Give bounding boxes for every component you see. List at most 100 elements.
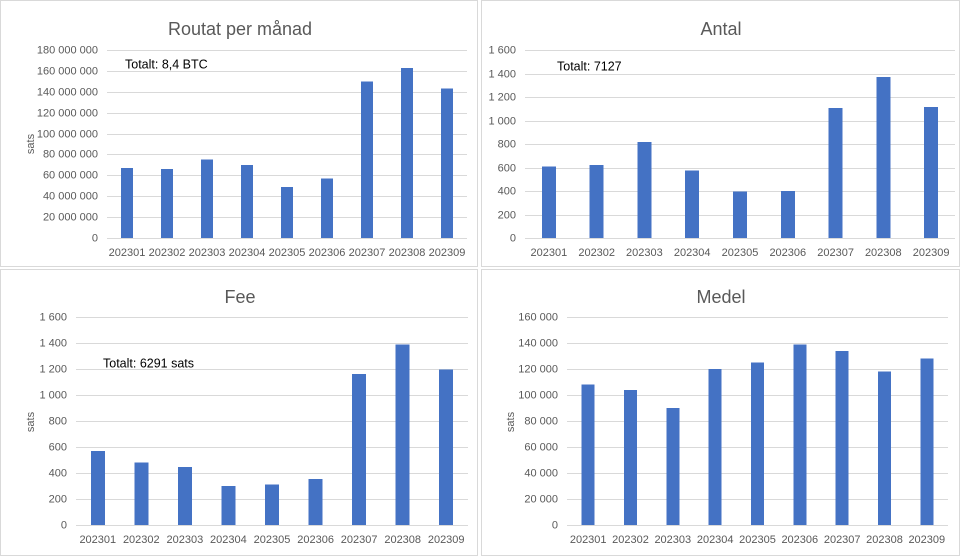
bar <box>751 362 764 525</box>
y-tick-label: 180 000 000 <box>37 44 98 56</box>
bar <box>161 169 173 238</box>
x-tick-label: 202309 <box>908 534 945 546</box>
x-tick-label: 202301 <box>531 247 568 259</box>
y-tick-label: 1 200 <box>39 363 67 375</box>
y-tick-label: 800 <box>498 138 516 150</box>
bar <box>121 168 133 238</box>
bar <box>835 350 849 525</box>
bar <box>90 450 105 525</box>
y-tick-label: 400 <box>49 467 67 479</box>
x-tick-label: 202302 <box>578 247 615 259</box>
bar <box>624 389 637 525</box>
x-tick-label: 202305 <box>739 534 776 546</box>
bar <box>361 81 373 238</box>
bar <box>281 186 293 238</box>
y-tick-label: 1 000 <box>488 115 516 127</box>
bar <box>685 170 700 238</box>
bar <box>177 467 192 525</box>
bar <box>395 344 410 525</box>
y-tick-label: 1 200 <box>488 91 516 103</box>
y-tick-label: 80 000 <box>524 415 558 427</box>
y-tick-label: 0 <box>61 519 67 531</box>
total-annotation: Totalt: 6291 sats <box>103 356 194 370</box>
bar <box>308 478 323 525</box>
bar <box>134 462 149 525</box>
bar <box>265 484 279 525</box>
x-tick-label: 202305 <box>722 247 759 259</box>
bar <box>241 164 253 238</box>
bar <box>666 408 680 525</box>
x-tick-label: 202304 <box>674 247 711 259</box>
chart-antal: Antal 0 200 400 600 800 1 000 1 200 1 400 1 600 20… <box>488 19 955 259</box>
x-tick-label: 202306 <box>297 534 334 546</box>
chart-panel-antal: Antal 0 200 400 600 800 1 000 1 200 1 400 1 600 20… <box>481 0 960 267</box>
chart-panel-fee: Fee 0 200 400 600 800 1 000 1 200 1 400 1 600 2023… <box>0 269 478 556</box>
bar <box>441 88 453 238</box>
y-tick-label: 1 600 <box>488 44 516 56</box>
bar <box>221 486 236 525</box>
x-tick-label: 202305 <box>269 247 306 259</box>
chart-title: Fee <box>224 287 255 307</box>
bar <box>878 371 891 525</box>
y-tick-label: 600 <box>498 162 516 174</box>
bar <box>733 191 747 238</box>
x-tick-label: 202303 <box>167 534 204 546</box>
x-tick-label: 202308 <box>389 247 426 259</box>
y-tick-label: 800 <box>49 415 67 427</box>
y-tick-label: 400 <box>498 185 516 197</box>
bar <box>924 107 939 238</box>
bar <box>780 191 795 238</box>
chart-title: Routat per månad <box>168 19 312 39</box>
x-tick-label: 202301 <box>570 534 607 546</box>
y-axis-label: sats <box>25 133 37 154</box>
bar <box>876 77 891 238</box>
total-annotation: Totalt: 7127 <box>557 59 622 73</box>
y-tick-label: 1 400 <box>488 68 516 80</box>
bar <box>637 142 652 238</box>
y-tick-label: 140 000 000 <box>37 86 98 98</box>
x-tick-label: 202304 <box>229 247 266 259</box>
y-tick-label: 60 000 <box>524 441 558 453</box>
y-axis-label: sats <box>505 411 517 432</box>
x-tick-label: 202303 <box>626 247 663 259</box>
y-tick-label: 80 000 000 <box>43 148 98 160</box>
y-tick-label: 160 000 <box>518 311 558 323</box>
y-tick-label: 0 <box>510 232 516 244</box>
x-tick-label: 202304 <box>697 534 734 546</box>
y-tick-label: 0 <box>552 519 558 531</box>
y-tick-label: 140 000 <box>518 337 558 349</box>
y-tick-label: 40 000 000 <box>43 190 98 202</box>
x-tick-label: 202306 <box>309 247 346 259</box>
bar <box>439 369 454 525</box>
y-tick-label: 200 <box>49 493 67 505</box>
chart-fee: Fee 0 200 400 600 800 1 000 1 200 1 400 1 600 2023… <box>25 287 468 546</box>
bar <box>352 374 367 525</box>
bar <box>201 159 213 238</box>
y-tick-label: 60 000 000 <box>43 169 98 181</box>
x-tick-label: 202303 <box>654 534 691 546</box>
y-tick-label: 120 000 000 <box>37 107 98 119</box>
x-tick-label: 202309 <box>429 247 466 259</box>
chart-title: Antal <box>700 19 741 39</box>
y-tick-label: 600 <box>49 441 67 453</box>
bar <box>321 178 333 238</box>
x-tick-label: 202309 <box>428 534 465 546</box>
y-tick-label: 20 000 <box>524 493 558 505</box>
x-tick-label: 202306 <box>781 534 818 546</box>
x-tick-label: 202306 <box>769 247 806 259</box>
chart-title: Medel <box>696 287 745 307</box>
x-tick-label: 202302 <box>149 247 186 259</box>
x-tick-label: 202302 <box>123 534 160 546</box>
bar <box>581 384 595 525</box>
x-tick-label: 202305 <box>254 534 291 546</box>
y-axis-label: sats <box>25 411 37 432</box>
y-tick-label: 160 000 000 <box>37 65 98 77</box>
x-tick-label: 202309 <box>913 247 950 259</box>
x-tick-label: 202301 <box>79 534 116 546</box>
y-tick-label: 0 <box>92 232 98 244</box>
y-tick-label: 120 000 <box>518 363 558 375</box>
bar <box>401 67 413 238</box>
total-annotation: Totalt: 8,4 BTC <box>125 57 208 71</box>
bar <box>828 108 843 238</box>
x-tick-label: 202304 <box>210 534 247 546</box>
